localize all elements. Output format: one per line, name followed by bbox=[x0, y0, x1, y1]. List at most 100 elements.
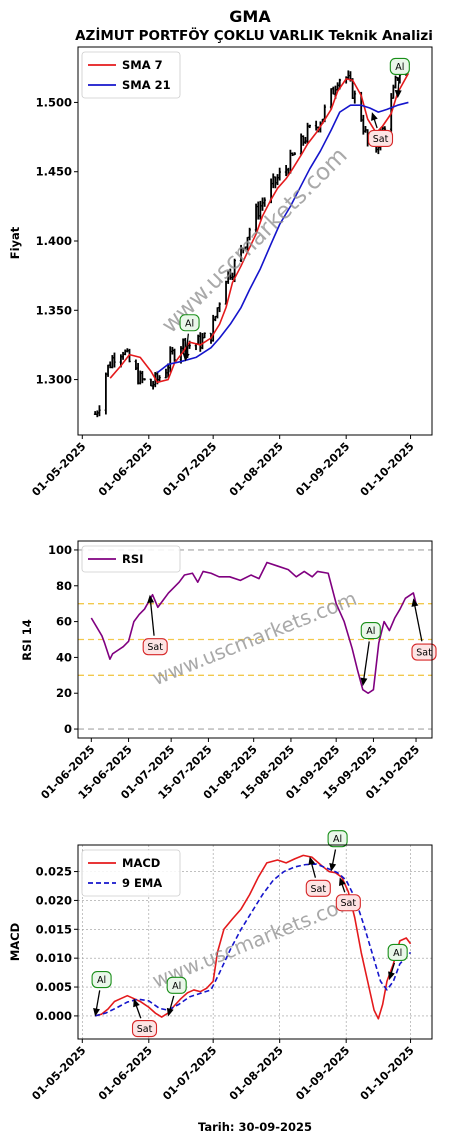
price-signal-buy: Al bbox=[179, 314, 200, 362]
signal-label-box bbox=[166, 976, 187, 994]
signal-label-box bbox=[335, 894, 361, 912]
macd-ytick-label: 0.025 bbox=[36, 865, 72, 879]
price-xtick-label: 01-05-2025 bbox=[29, 440, 88, 499]
price-bar bbox=[141, 370, 144, 384]
signal-label-text: Sat bbox=[137, 1024, 153, 1035]
price-bar bbox=[136, 362, 140, 385]
price-bar bbox=[216, 307, 219, 319]
signal-label-box bbox=[387, 943, 408, 961]
price-bar bbox=[173, 348, 176, 362]
price-bar bbox=[203, 332, 206, 339]
legend-label: RSI bbox=[122, 552, 143, 566]
signal-label-text: Sat bbox=[373, 134, 389, 145]
signal-arrow-head bbox=[394, 90, 402, 99]
signal-label-text: Al bbox=[393, 948, 402, 959]
macd-xtick-label: 01-10-2025 bbox=[358, 1044, 417, 1103]
macd-signal-sell: Sat bbox=[305, 856, 331, 897]
signal-arrow-line bbox=[149, 600, 155, 636]
rsi-ytick-label: 60 bbox=[56, 615, 72, 629]
price-bar bbox=[304, 136, 307, 144]
legend-box bbox=[81, 545, 181, 573]
rsi-ylabel: RSI 14 bbox=[20, 619, 34, 660]
signal-label-text: Sat bbox=[341, 898, 357, 909]
price-signal-buy: Al bbox=[389, 57, 410, 99]
macd-signal-buy: Al bbox=[91, 970, 112, 1017]
x-axis-date-label: Tarih: 30-09-2025 bbox=[198, 1120, 312, 1134]
rsi-series-line-0 bbox=[90, 561, 417, 695]
price-bar bbox=[113, 352, 116, 368]
legend-label: MACD bbox=[122, 856, 160, 870]
signal-label-text: Al bbox=[395, 62, 404, 73]
legend-box bbox=[81, 849, 181, 897]
signal-label-box bbox=[389, 57, 410, 75]
price-bar bbox=[149, 378, 153, 387]
signal-label-box bbox=[131, 1020, 158, 1038]
signal-label-box bbox=[360, 621, 381, 640]
price-bar bbox=[261, 197, 264, 211]
macd-series-line-0 bbox=[94, 854, 412, 1020]
signal-arrow-head bbox=[166, 1007, 174, 1017]
signal-arrow-head bbox=[133, 998, 140, 1008]
macd-ytick-label: 0.010 bbox=[36, 951, 72, 965]
price-signal-sell: Sat bbox=[367, 112, 394, 148]
signal-arrow-head bbox=[147, 594, 155, 604]
price-ytick-label: 1.350 bbox=[36, 303, 72, 317]
signal-label-text: Al bbox=[172, 981, 181, 992]
price-bar bbox=[164, 368, 168, 379]
price-ytick-label: 1.300 bbox=[36, 373, 72, 387]
signal-label-box bbox=[142, 638, 168, 656]
price-bars bbox=[93, 60, 410, 418]
price-bar bbox=[123, 349, 127, 356]
price-bar bbox=[121, 351, 125, 360]
signal-label-box bbox=[411, 643, 437, 661]
macd-series-line-1 bbox=[94, 863, 412, 1017]
signal-label-text: Al bbox=[185, 318, 194, 329]
watermark-text: www.uscmarkets.com bbox=[157, 143, 353, 339]
price-bar bbox=[168, 346, 172, 373]
signal-label-box bbox=[327, 830, 348, 848]
price-xtick-label: 01-06-2025 bbox=[96, 440, 155, 499]
price-bar bbox=[301, 135, 305, 146]
price-bar bbox=[278, 167, 281, 181]
price-series-line-0 bbox=[109, 72, 410, 384]
price-bar bbox=[104, 372, 108, 415]
signal-arrow-line bbox=[169, 995, 175, 1011]
price-bar bbox=[198, 332, 202, 352]
macd-xtick-label: 01-07-2025 bbox=[160, 1044, 219, 1103]
signal-arrow-line bbox=[390, 962, 396, 975]
macd-ytick-label: 0.015 bbox=[36, 922, 72, 936]
price-bar bbox=[314, 120, 318, 131]
price-bar bbox=[143, 378, 146, 381]
price-ytick-label: 1.400 bbox=[36, 234, 72, 248]
signal-label-text: Sat bbox=[147, 642, 163, 653]
signal-arrow-line bbox=[135, 1004, 142, 1019]
legend-label: SMA 21 bbox=[122, 78, 171, 92]
signal-arrow-line bbox=[413, 604, 423, 642]
signal-arrow-head bbox=[338, 877, 346, 887]
signal-label-box bbox=[367, 129, 394, 148]
signal-arrow-line bbox=[95, 990, 101, 1011]
signal-arrow-head bbox=[411, 598, 419, 607]
rsi-ytick-label: 20 bbox=[56, 686, 72, 700]
macd-signal-sell: Sat bbox=[335, 877, 361, 912]
macd-ytick-label: 0.005 bbox=[36, 980, 72, 994]
price-bar bbox=[332, 86, 335, 95]
rsi-signal-sell: Sat bbox=[411, 598, 437, 661]
price-bar bbox=[248, 227, 251, 241]
legend-label: 9 EMA bbox=[122, 876, 162, 890]
macd-xtick-label: 01-05-2025 bbox=[29, 1044, 88, 1103]
rsi-ytick-label: 100 bbox=[48, 543, 72, 557]
macd-signal-buy: Al bbox=[166, 976, 187, 1017]
chart-subtitle: AZİMUT PORTFÖY ÇOKLU VARLIK Teknik Anali… bbox=[75, 26, 433, 44]
price-series-line-1 bbox=[156, 101, 409, 374]
price-xtick-label: 01-07-2025 bbox=[160, 440, 219, 499]
macd-xtick-label: 01-09-2025 bbox=[293, 1044, 352, 1103]
signal-arrow-head bbox=[388, 971, 395, 981]
rsi-ytick-label: 80 bbox=[56, 579, 72, 593]
signal-label-text: Al bbox=[366, 626, 375, 637]
signal-label-box bbox=[305, 879, 331, 897]
legend-label: SMA 7 bbox=[122, 58, 163, 72]
macd-legend: MACD 9 EMA bbox=[81, 849, 181, 897]
